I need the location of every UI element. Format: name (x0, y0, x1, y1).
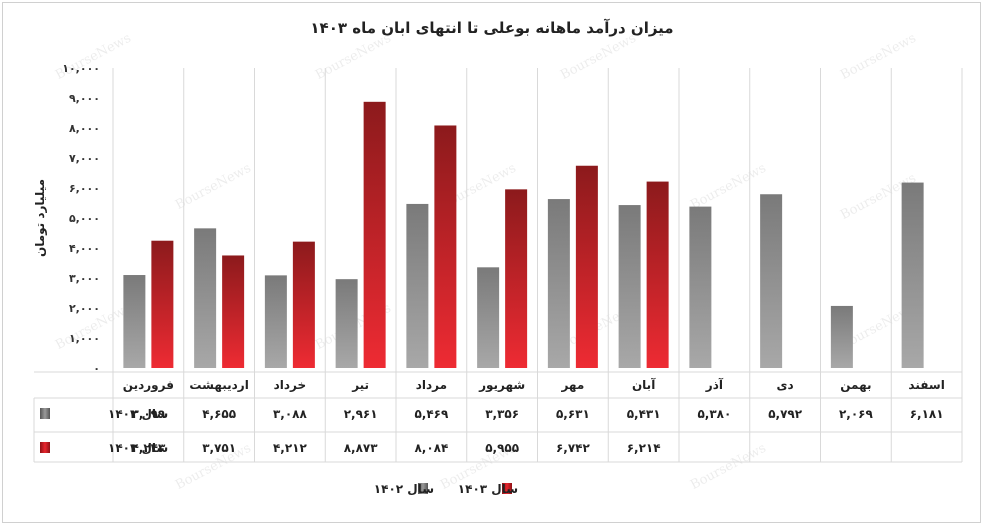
bar-series-1403 (505, 189, 528, 368)
category-label: مهر (560, 378, 584, 392)
bar-series-1402 (901, 182, 924, 368)
category-label: آذر (705, 377, 724, 392)
data-label: ۵,۳۸۰ (697, 407, 731, 421)
data-label: ۴,۲۱۲ (273, 441, 308, 455)
category-label: اسفند (908, 378, 944, 392)
watermark-text: BourseNews (173, 161, 254, 213)
y-tick-label: ۳,۰۰۰ (69, 272, 100, 285)
data-label: ۳,۷۵۱ (202, 441, 236, 455)
data-label: ۶,۱۸۱ (910, 407, 944, 421)
bar-series-1403 (222, 255, 245, 368)
watermark-text: BourseNews (558, 31, 639, 83)
bar-series-1402 (547, 199, 570, 368)
plot-grid (33, 68, 963, 463)
category-label: بهمن (840, 378, 871, 392)
legend-swatch (418, 483, 428, 494)
watermark-layer: BourseNews BourseNews BourseNews BourseNews… (53, 31, 919, 493)
category-label: اردیبهشت (189, 378, 248, 392)
y-tick-label: ۰ (93, 362, 100, 375)
bar-series-1403 (151, 240, 174, 368)
data-label: ۸,۰۸۴ (414, 441, 448, 455)
watermark-text: BourseNews (53, 31, 134, 83)
legend-label: سال ۱۴۰۲ (374, 482, 434, 496)
data-label: ۴,۶۵۵ (202, 407, 236, 421)
category-label: مرداد (416, 378, 447, 392)
data-label: ۵,۴۶۹ (414, 407, 449, 421)
data-label: ۳,۰۸۸ (273, 407, 308, 421)
bar-series-1402 (477, 267, 500, 368)
bar-series-1402 (123, 275, 146, 368)
data-label: ۲,۰۶۹ (839, 407, 874, 421)
bar-series-1402 (194, 228, 217, 368)
bar-series-1402 (689, 206, 712, 368)
data-label: ۳,۰۹۹ (131, 407, 166, 421)
legend: سال ۱۴۰۳ سال ۱۴۰۲ (374, 482, 518, 496)
y-axis-label: میلیارد تومان (33, 179, 48, 257)
bar-series-1403 (646, 181, 669, 368)
watermark-text: BourseNews (838, 31, 919, 83)
data-label: ۴,۲۴۳ (131, 441, 166, 455)
category-label: خرداد (274, 378, 307, 392)
bar-series-1402 (618, 205, 641, 368)
category-label: فروردین (123, 378, 174, 393)
row-series-name: سال ۱۴۰۲ (108, 407, 168, 421)
y-tick-label: ۶,۰۰۰ (69, 182, 100, 195)
bar-series-1402 (760, 194, 783, 368)
y-tick-label: ۱,۰۰۰ (69, 332, 100, 345)
data-label: ۵,۹۵۵ (485, 441, 519, 455)
y-tick-label: ۴,۰۰۰ (69, 242, 100, 255)
bar-series-1402 (406, 203, 429, 368)
data-table: فروردین ۳,۰۹۹ ۴,۲۴۳ اردیبهشت ۴,۶۵۵ ۳,۷۵۱ خرداد… (40, 377, 945, 455)
category-label: شهریور (478, 378, 525, 393)
bar-series-1402 (830, 305, 853, 368)
bar-series-1403 (363, 101, 386, 368)
bar-series-1402 (264, 275, 287, 368)
data-label: ۵,۶۳۱ (556, 407, 590, 421)
y-axis-ticks: ۰ ۱,۰۰۰ ۲,۰۰۰ ۳,۰۰۰ ۴,۰۰۰ ۵,۰۰۰ ۶,۰۰۰ ۷,۰۰۰ ۸,۰۰… (62, 62, 100, 375)
bar-series-1403 (292, 241, 315, 368)
data-label: ۵,۷۹۲ (768, 407, 803, 421)
bar-series-1402 (335, 279, 358, 368)
data-label: ۲,۹۶۱ (344, 407, 378, 421)
chart-title: میزان درآمد ماهانه بوعلی تا انتهای ابان … (310, 19, 673, 37)
legend-swatch (502, 483, 512, 494)
row-series-name: سال ۱۴۰۳ (108, 441, 168, 455)
y-tick-label: ۸,۰۰۰ (69, 122, 100, 135)
bar-series-1403 (434, 125, 457, 368)
bar-series-1403 (575, 165, 598, 368)
y-tick-label: ۲,۰۰۰ (69, 302, 100, 315)
row-swatch (40, 408, 50, 419)
data-label: ۵,۴۳۱ (627, 407, 661, 421)
category-label: تیر (351, 378, 369, 392)
watermark-text: BourseNews (688, 441, 769, 493)
row-swatch (40, 442, 50, 453)
data-label: ۸,۸۷۳ (344, 441, 379, 455)
y-tick-label: ۵,۰۰۰ (69, 212, 100, 225)
y-tick-label: ۹,۰۰۰ (69, 92, 100, 105)
data-label: ۶,۷۴۲ (556, 441, 591, 455)
y-tick-label: ۷,۰۰۰ (69, 152, 100, 165)
y-tick-label: ۱۰,۰۰۰ (62, 62, 100, 75)
category-label: دی (777, 378, 794, 392)
data-label: ۶,۲۱۴ (627, 441, 661, 455)
bars (123, 101, 924, 368)
category-label: آبان (632, 377, 656, 392)
legend-label: سال ۱۴۰۳ (458, 482, 518, 496)
data-label: ۳,۳۵۶ (485, 407, 519, 421)
watermark-text: BourseNews (688, 161, 769, 213)
